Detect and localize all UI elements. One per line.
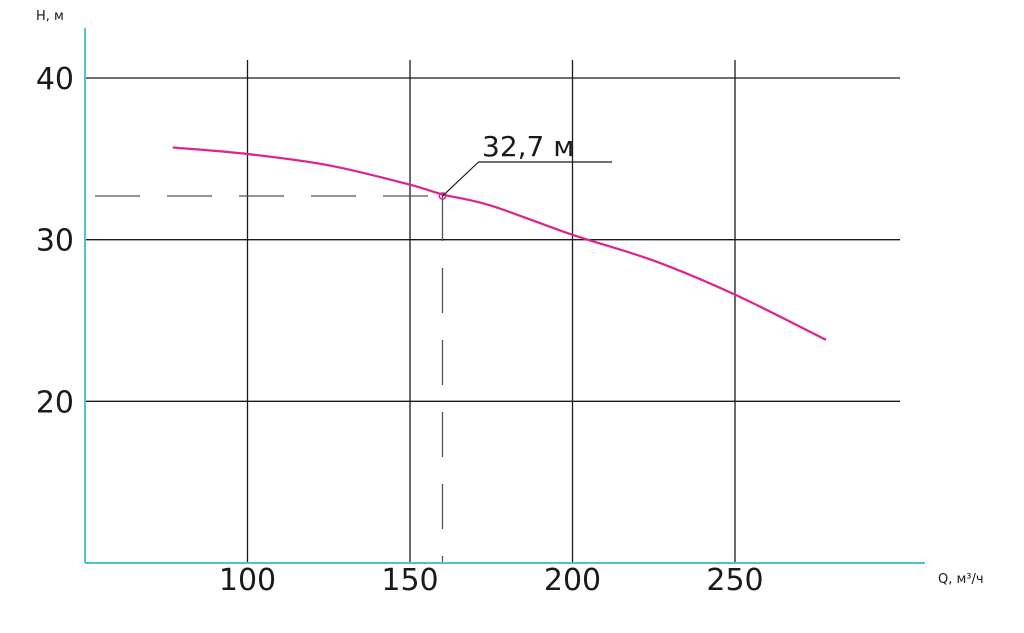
x-tick-label-200: 200 [544, 563, 601, 598]
series-layer [172, 146, 827, 341]
x-axis-label: Q, м³/ч [938, 572, 984, 587]
x-tick-label-100: 100 [219, 563, 276, 598]
x-tick-label-150: 150 [381, 563, 438, 598]
tick-labels: 20 30 40 100 150 200 250 [36, 62, 764, 598]
y-tick-label-30: 30 [36, 224, 74, 259]
series-line-0 [172, 146, 827, 341]
annotation-leader-diagonal [442, 161, 479, 197]
grid-lines [85, 60, 900, 563]
y-tick-label-20: 20 [36, 385, 74, 420]
y-tick-label-40: 40 [36, 62, 74, 97]
y-axis-label: H, м [36, 9, 64, 24]
operating-point-marker [438, 192, 447, 200]
annotation-label: 32,7 м [482, 130, 574, 163]
operating-point-guides [95, 195, 444, 563]
annotations: 32,7 м [438, 130, 612, 200]
x-tick-label-250: 250 [706, 563, 763, 598]
axes [84, 28, 925, 564]
